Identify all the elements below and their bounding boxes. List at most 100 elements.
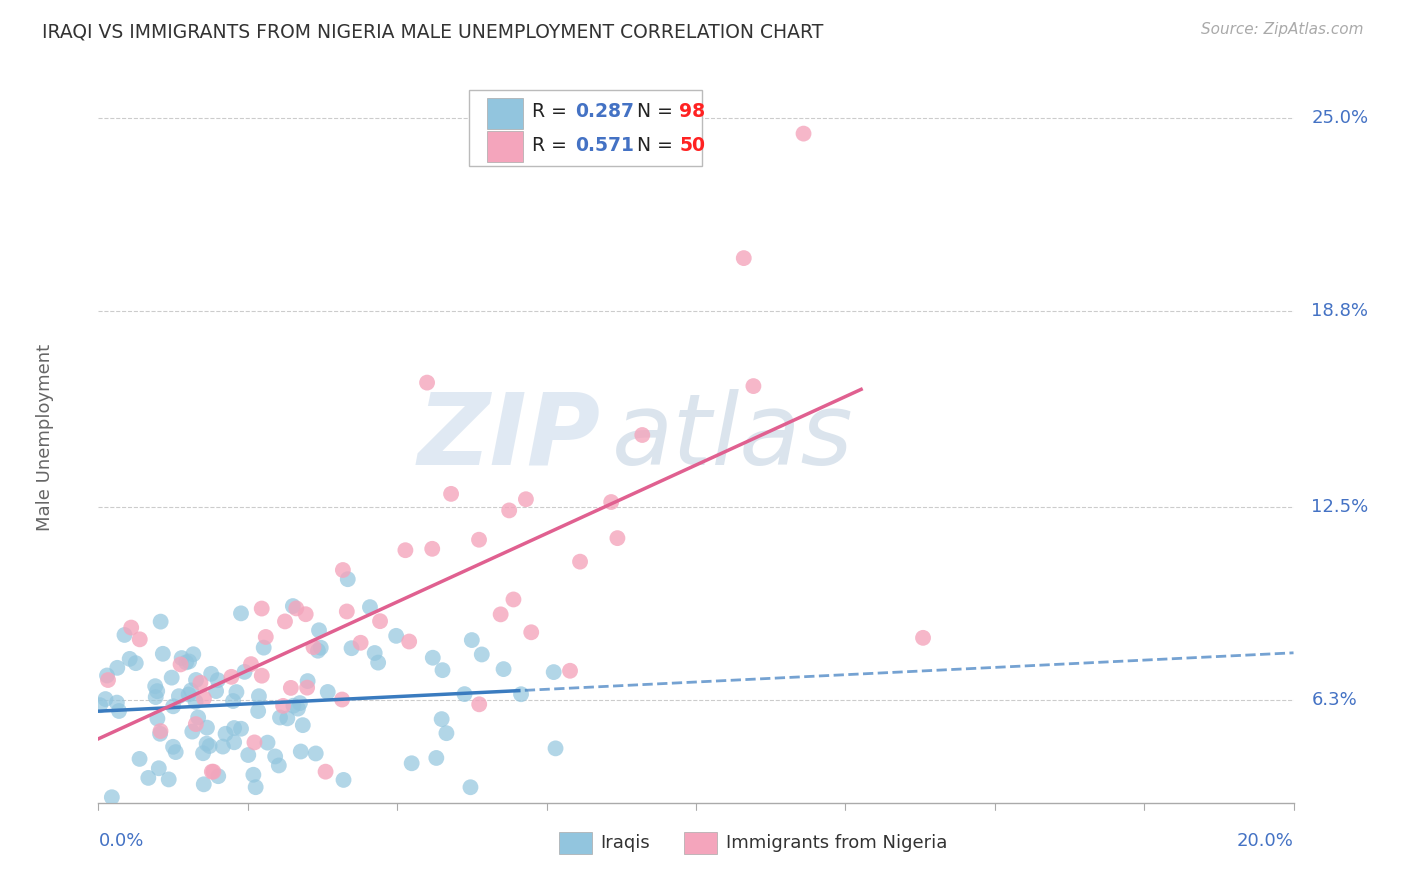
Point [510, 687, 533, 701]
Point [229, 722, 252, 736]
Point [308, 624, 330, 638]
Point [214, 727, 236, 741]
Point [184, 695, 207, 709]
Point [240, 657, 263, 672]
Point [160, 671, 183, 685]
Point [912, 631, 935, 645]
Point [169, 657, 191, 672]
Point [202, 764, 225, 779]
Point [120, 621, 142, 635]
Point [149, 615, 172, 629]
Point [145, 690, 167, 704]
FancyBboxPatch shape [470, 90, 702, 167]
Point [143, 679, 166, 693]
Point [211, 739, 233, 754]
Point [569, 555, 592, 569]
Text: 18.8%: 18.8% [1312, 302, 1368, 320]
Point [108, 704, 131, 718]
Point [207, 673, 229, 688]
Point [336, 605, 359, 619]
Text: N =: N = [626, 103, 679, 121]
Point [307, 643, 329, 657]
Point [468, 698, 491, 712]
Point [269, 710, 291, 724]
Point [631, 428, 654, 442]
Point [125, 656, 148, 670]
Point [222, 694, 245, 708]
Point [247, 689, 270, 703]
Point [502, 592, 524, 607]
Point [332, 772, 354, 787]
Point [162, 739, 184, 754]
Point [600, 495, 623, 509]
Point [187, 710, 209, 724]
Point [254, 630, 277, 644]
Point [316, 685, 339, 699]
Point [290, 745, 312, 759]
Point [460, 780, 482, 795]
Point [283, 698, 305, 713]
Point [165, 745, 187, 759]
Point [250, 669, 273, 683]
Point [471, 648, 494, 662]
Point [544, 741, 567, 756]
Point [264, 749, 287, 764]
Point [420, 541, 443, 556]
Text: 20.0%: 20.0% [1237, 832, 1294, 850]
Point [742, 379, 765, 393]
Point [96, 668, 118, 682]
Point [543, 665, 565, 679]
Point [118, 652, 141, 666]
Point [184, 717, 207, 731]
Text: atlas: atlas [613, 389, 853, 485]
Point [256, 736, 278, 750]
Point [363, 646, 385, 660]
Text: Male Unemployment: Male Unemployment [35, 343, 53, 531]
Point [136, 771, 159, 785]
Point [492, 662, 515, 676]
Point [468, 533, 491, 547]
Bar [685, 832, 717, 854]
Text: Source: ZipAtlas.com: Source: ZipAtlas.com [1201, 22, 1364, 37]
Point [198, 739, 221, 753]
Point [105, 696, 128, 710]
Point [606, 531, 628, 545]
Point [174, 656, 197, 670]
Point [181, 724, 204, 739]
Point [242, 768, 264, 782]
Point [243, 735, 266, 749]
Point [294, 607, 316, 622]
Point [430, 712, 453, 726]
Point [288, 696, 311, 710]
Point [309, 640, 332, 655]
Point [128, 752, 150, 766]
Point [520, 625, 543, 640]
Point [191, 746, 214, 760]
Point [281, 599, 304, 613]
Point [416, 376, 439, 390]
Point [207, 769, 229, 783]
Point [302, 640, 325, 654]
Text: R =: R = [533, 136, 574, 154]
Point [114, 628, 136, 642]
Text: 0.0%: 0.0% [98, 832, 143, 850]
Point [515, 492, 537, 507]
Point [340, 641, 363, 656]
Point [498, 503, 520, 517]
Point [179, 655, 201, 669]
Bar [486, 131, 523, 162]
Point [271, 698, 294, 713]
Point [201, 764, 224, 779]
Point [385, 629, 408, 643]
Point [170, 651, 193, 665]
Point [330, 692, 353, 706]
Point [245, 780, 267, 794]
Point [432, 663, 454, 677]
Point [128, 632, 150, 647]
Point [367, 656, 389, 670]
Point [162, 699, 184, 714]
Point [267, 758, 290, 772]
Point [193, 777, 215, 791]
Point [398, 634, 420, 648]
Point [221, 670, 243, 684]
